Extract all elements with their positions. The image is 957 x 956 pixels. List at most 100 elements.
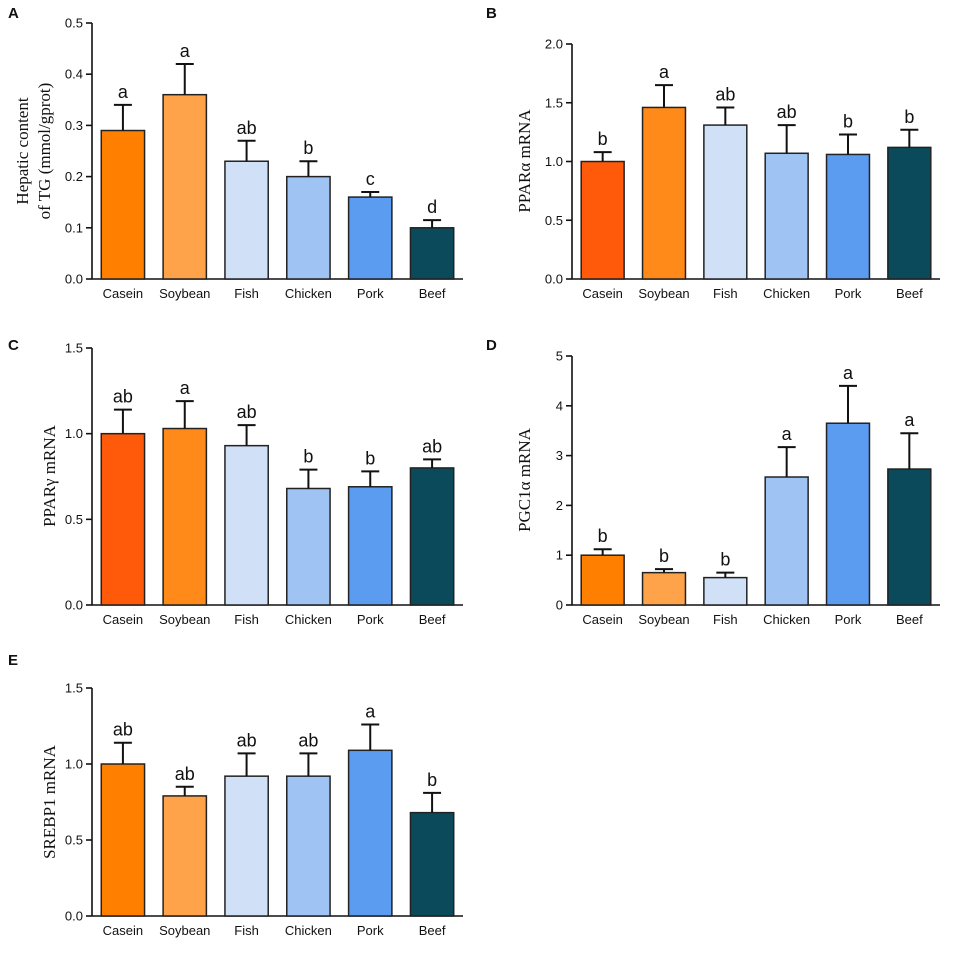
bar-casein [100,129,146,280]
significance-label: b [303,138,313,158]
significance-label: ab [715,84,735,104]
category-label: Fish [234,612,259,627]
y-tick-label: 0 [556,598,563,613]
significance-label: ab [237,402,257,422]
panel-letter: C [8,337,19,354]
bar-pork [825,153,871,280]
significance-label: ab [175,764,195,784]
significance-label: a [180,378,191,398]
significance-label: a [843,363,854,383]
y-axis-label: SREBP1 mRNA [40,744,59,859]
significance-label: b [720,550,730,570]
y-tick-label: 0.3 [65,118,83,133]
y-tick-label: 1.5 [65,681,83,696]
category-label: Pork [835,286,862,301]
bar-pork [825,422,871,606]
significance-label: ab [777,102,797,122]
bar-casein [100,432,146,606]
bar-chicken [286,775,331,917]
category-label: Casein [582,286,622,301]
significance-label: b [904,107,914,127]
bar-beef [887,146,932,280]
bar-soybean [162,427,208,606]
category-label: Pork [357,286,384,301]
y-tick-label: 0.5 [65,16,83,31]
y-tick-label: 2.0 [545,37,563,52]
category-label: Fish [713,612,738,627]
category-label: Chicken [763,612,810,627]
y-tick-label: 1.5 [65,341,83,356]
y-tick-label: 1.5 [545,95,563,110]
bar-fish [703,124,748,280]
bar-soybean [162,795,208,917]
y-axis-label: PPARα mRNA [515,109,534,213]
category-label: Casein [103,286,143,301]
significance-label: a [782,424,793,444]
significance-label: d [427,197,437,217]
y-tick-label: 0.0 [65,272,83,287]
bar-soybean [641,571,687,606]
category-label: Fish [713,286,738,301]
panel-letter: E [8,652,18,669]
y-tick-label: 0.0 [545,272,563,287]
y-tick-label: 1.0 [545,154,563,169]
bar-fish [224,444,269,606]
category-label: Pork [357,612,384,627]
significance-label: b [659,546,669,566]
bar-soybean [641,106,687,280]
bar-beef [409,811,455,917]
significance-label: ab [298,730,318,750]
category-label: Beef [419,923,446,938]
y-tick-label: 0.2 [65,169,83,184]
y-axis-label: Hepatic content of TG (mmol/gprot) [13,83,54,220]
category-label: Soybean [159,923,210,938]
bar-pork [347,486,393,606]
y-tick-label: 0.4 [65,67,83,82]
y-tick-label: 0.5 [65,833,83,848]
bar-casein [580,554,625,606]
category-label: Soybean [159,612,210,627]
significance-label: b [843,111,853,131]
significance-label: b [598,526,608,546]
category-label: Soybean [159,286,210,301]
category-label: Beef [419,612,446,627]
bar-casein [580,160,625,280]
category-label: Casein [582,612,622,627]
significance-label: ab [113,720,133,740]
panel-b: B 0.0 0.5 1.0 1.5 2.0 PPARα mRNA b Casein a Soybea… [486,5,940,301]
bar-casein [100,763,146,917]
bar-beef [409,467,455,606]
category-label: Beef [896,612,923,627]
bar-soybean [162,93,208,280]
significance-label: c [366,169,375,189]
bar-chicken [286,487,331,606]
significance-label: a [659,62,670,82]
y-tick-label: 5 [556,349,563,364]
y-tick-label: 0.0 [65,909,83,924]
bar-chicken [286,175,331,280]
significance-label: a [180,41,191,61]
y-tick-label: 1 [556,548,563,563]
bar-chicken [764,476,809,606]
y-tick-label: 0.1 [65,220,83,235]
category-label: Pork [357,923,384,938]
bar-pork [347,749,393,917]
category-label: Casein [103,923,143,938]
category-label: Pork [835,612,862,627]
significance-label: a [904,410,915,430]
significance-label: ab [113,387,133,407]
y-tick-label: 3 [556,448,563,463]
category-label: Soybean [638,612,689,627]
panel-letter: B [486,5,497,22]
significance-label: b [365,448,375,468]
bar-fish [703,576,748,606]
y-tick-label: 0.5 [65,512,83,527]
category-label: Beef [419,286,446,301]
y-tick-label: 0.5 [545,213,563,228]
y-tick-label: 0.0 [65,598,83,613]
significance-label: b [427,770,437,790]
panel-letter: D [486,337,497,354]
category-label: Chicken [763,286,810,301]
